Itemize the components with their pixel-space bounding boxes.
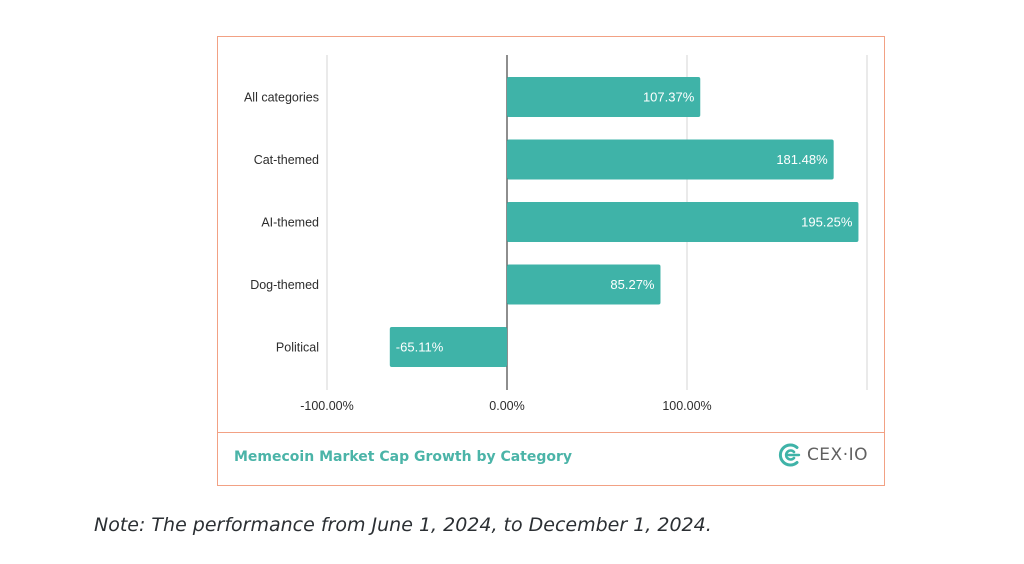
category-label: Dog-themed: [250, 278, 319, 292]
data-label: 195.25%: [801, 215, 853, 230]
x-tick-label: 0.00%: [489, 399, 524, 413]
x-tick-label: -100.00%: [300, 399, 354, 413]
data-label: 107.37%: [643, 90, 695, 105]
category-label: AI-themed: [261, 216, 319, 230]
category-label: Political: [276, 341, 319, 355]
category-label: All categories: [244, 91, 319, 105]
footnote: Note: The performance from June 1, 2024,…: [94, 514, 712, 536]
data-label: -65.11%: [396, 340, 444, 355]
x-tick-label: 100.00%: [662, 399, 711, 413]
footer-divider: [218, 432, 884, 433]
chart-title: Memecoin Market Cap Growth by Category: [234, 449, 573, 465]
chart-card: 107.37% All categories 181.48% Cat-themed 19…: [217, 36, 885, 486]
bar: [507, 139, 834, 180]
bar: [507, 202, 859, 242]
bar: [389, 327, 507, 367]
cex-io-logo: CEX·IO: [777, 443, 868, 467]
data-label: 181.48%: [776, 152, 828, 167]
bar-chart: 107.37% All categories 181.48% Cat-themed 19…: [244, 55, 868, 413]
logo-wordmark: CEX·IO: [806, 445, 868, 465]
category-label: Cat-themed: [254, 153, 319, 167]
bar: [507, 264, 661, 305]
data-label: 85.27%: [610, 277, 655, 292]
bar: [507, 77, 701, 117]
cex-io-logo-icon: [778, 443, 801, 467]
